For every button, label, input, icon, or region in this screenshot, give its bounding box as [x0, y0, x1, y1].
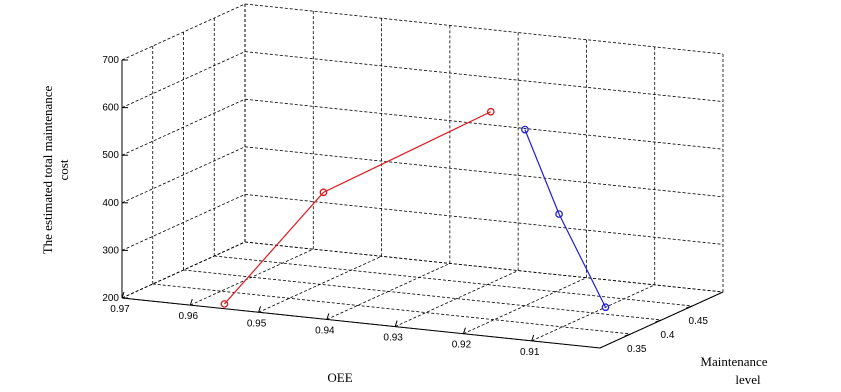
series-layer — [220, 107, 610, 312]
z-tick-label: 700 — [102, 55, 119, 66]
floor-grid-line — [394, 270, 519, 327]
back-wall-grid-line — [244, 146, 724, 198]
z-tick-label: 500 — [102, 150, 119, 161]
x-tick-mark — [189, 298, 193, 306]
left-wall-grid-line — [121, 3, 246, 61]
floor-grid-line — [183, 269, 662, 321]
back-wall-grid-line — [244, 98, 724, 150]
y-axis-label-line: level — [735, 372, 761, 387]
z-axis-label-line: The estimated total maintenance — [40, 85, 55, 254]
y-axis-label-line: Maintenance — [700, 354, 767, 369]
grid-layer — [121, 3, 724, 349]
x-tick-label: 0.95 — [247, 318, 267, 329]
back-wall-grid-line — [244, 241, 724, 293]
axis-layer — [121, 60, 724, 349]
left-wall-grid-line — [121, 241, 246, 299]
left-wall-grid-line — [121, 98, 246, 156]
floor-grid-line — [152, 283, 631, 335]
left-wall-grid-line — [121, 51, 246, 108]
back-wall-grid-line — [244, 3, 724, 55]
series-1-marker — [486, 107, 495, 116]
z-tick-label: 600 — [102, 103, 119, 114]
series-1-marker — [319, 188, 328, 197]
y-axis-label: Maintenance level — [700, 354, 767, 387]
z-tick-label: 400 — [102, 198, 119, 209]
floor-grid-line — [190, 248, 314, 306]
series-2-marker — [555, 210, 563, 218]
x-axis-label: OEE — [327, 370, 352, 385]
x-tick-mark — [462, 327, 466, 334]
x-tick-label: 0.92 — [452, 340, 472, 351]
x-tick-label: 0.96 — [179, 311, 199, 322]
x-tick-mark — [394, 320, 398, 327]
z-axis-label-line: cost — [56, 159, 71, 180]
back-wall-grid-line — [244, 51, 724, 102]
x-axis-line — [121, 297, 601, 349]
y-tick-label: 0.45 — [689, 316, 709, 327]
series-1-marker — [220, 300, 229, 308]
x-tick-label: 0.94 — [315, 325, 335, 336]
left-wall-grid-line — [121, 146, 246, 204]
floor-grid-line — [463, 277, 587, 335]
z-tick-label: 300 — [102, 245, 119, 256]
left-wall-grid-line — [121, 194, 246, 251]
x-tick-label: 0.97 — [110, 304, 130, 315]
x-tick-mark — [258, 306, 262, 313]
series-2-marker — [521, 125, 529, 134]
series-2-marker — [601, 303, 610, 312]
x-tick-mark — [326, 313, 330, 320]
series-line-1 — [223, 111, 492, 305]
x-tick-label: 0.93 — [383, 333, 403, 344]
y-tick-label: 0.35 — [627, 344, 647, 355]
x-tick-mark — [531, 334, 535, 342]
z-tick-label: 200 — [102, 293, 119, 304]
y-tick-mark — [624, 333, 631, 337]
x-tick-mark — [121, 291, 125, 299]
series-line-2 — [524, 129, 607, 308]
y-tick-label: 0.4 — [661, 330, 675, 341]
z-axis-label: The estimated total maintenancecost — [40, 85, 71, 254]
y-tick-mark — [686, 305, 693, 309]
x-tick-label: 0.91 — [520, 347, 540, 358]
floor-grid-line — [214, 255, 693, 307]
y-tick-mark — [655, 319, 662, 323]
back-wall-grid-line — [244, 194, 724, 245]
tick-layer: 200 300 400 500 600 700 0.97 0.96 0.95 0.94 0.93 0.… — [102, 55, 708, 358]
